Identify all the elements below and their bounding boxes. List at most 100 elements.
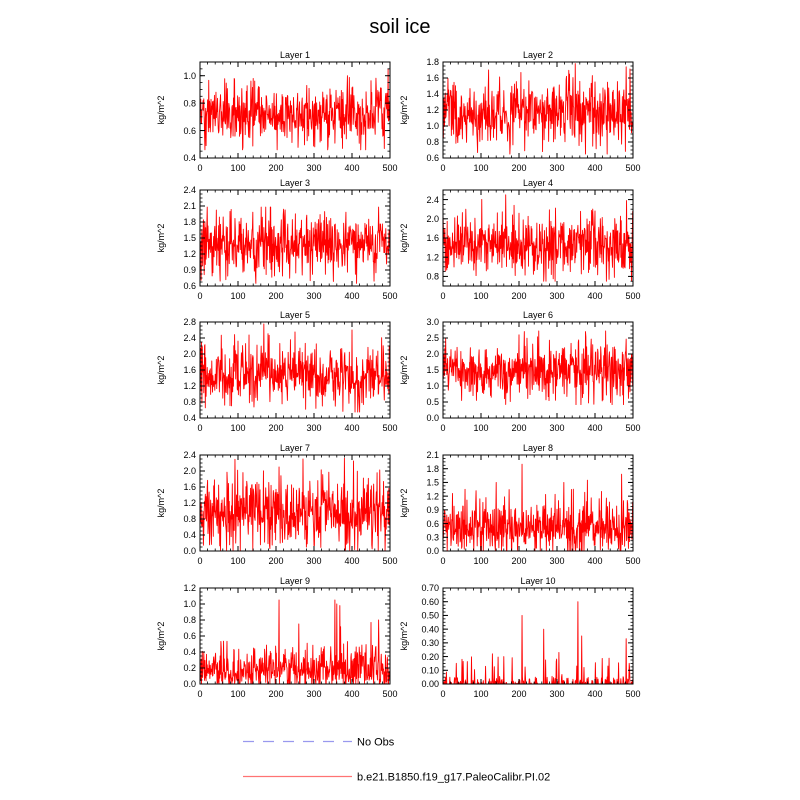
layer-4-xtick-label: 200 (511, 291, 526, 301)
layer-7-ylabel: kg/m^2 (156, 489, 166, 518)
layer-4-ytick-label: 1.6 (426, 233, 439, 243)
layer-1-panel: Layer 1 kg/m^2 0 100 200 300 400 500 0.4 0.6 0.8 1.… (156, 50, 398, 173)
layer-8-ytick-label: 1.2 (426, 491, 439, 501)
layer-3-ytick-label: 0.6 (183, 281, 196, 291)
layer-9-ytick-label: 1.2 (183, 583, 196, 593)
layer-6-panel: Layer 6 kg/m^2 0 100 200 300 400 500 0.0 0.5 1.0 1.… (399, 310, 641, 433)
layer-6-ytick-label: 2.5 (426, 333, 439, 343)
layer-3-ytick-label: 1.5 (183, 233, 196, 243)
layer-6-ytick-label: 1.5 (426, 365, 439, 375)
layer-5-xtick-label: 300 (306, 423, 321, 433)
layer-7-series-line (199, 457, 391, 551)
layer-7-xtick-label: 500 (382, 556, 397, 566)
layer-6-xtick-label: 400 (587, 423, 602, 433)
layer-5-ytick-label: 1.2 (183, 381, 196, 391)
layer-2-ytick-label: 1.6 (426, 73, 439, 83)
layer-3-ytick-label: 2.4 (183, 185, 196, 195)
layer-2-xtick-label: 300 (549, 163, 564, 173)
layer-9-ytick-label: 0.6 (183, 631, 196, 641)
layer-7-ytick-label: 1.6 (183, 482, 196, 492)
layer-4-ylabel: kg/m^2 (399, 224, 409, 253)
layer-3-ytick-label: 2.1 (183, 201, 196, 211)
layer-8-ytick-label: 0.6 (426, 519, 439, 529)
layer-1-xtick-label: 100 (230, 163, 245, 173)
legend: No Obs b.e21.B1850.f19_g17.PaleoCalibr.P… (243, 737, 550, 784)
layer-2-series-line (442, 63, 634, 155)
layer-6-ytick-label: 0.0 (426, 413, 439, 423)
layer-10-ytick-label: 0.00 (421, 679, 439, 689)
layer-3-ytick-label: 1.2 (183, 249, 196, 259)
layer-5-ytick-label: 0.4 (183, 413, 196, 423)
layer-3-series-line (199, 206, 391, 284)
panel-grid: Layer 1 kg/m^2 0 100 200 300 400 500 0.4 0.6 0.8 1.… (156, 50, 641, 699)
layer-7-ytick-label: 0.0 (183, 546, 196, 556)
layer-2-xtick-label: 100 (473, 163, 488, 173)
layer-5-ytick-label: 1.6 (183, 365, 196, 375)
layer-10-ylabel: kg/m^2 (399, 622, 409, 651)
layer-10-title: Layer 10 (520, 576, 555, 586)
layer-8-title: Layer 8 (523, 443, 553, 453)
layer-3-xtick-label: 500 (382, 291, 397, 301)
layer-2-ytick-label: 0.8 (426, 137, 439, 147)
layer-4-panel: Layer 4 kg/m^2 0 100 200 300 400 500 0.8 1.2 1.6 2.… (399, 178, 641, 301)
layer-10-series-line (442, 601, 634, 685)
layer-9-ytick-label: 1.0 (183, 599, 196, 609)
layer-5-panel: Layer 5 kg/m^2 0 100 200 300 400 500 0.4 0.8 1.2 1.… (156, 310, 398, 433)
layer-10-ytick-label: 0.30 (421, 638, 439, 648)
layer-4-ytick-label: 2.0 (426, 214, 439, 224)
layer-10-xtick-label: 400 (587, 689, 602, 699)
layer-9-xtick-label: 200 (268, 689, 283, 699)
layer-10-ytick-label: 0.70 (421, 583, 439, 593)
layer-8-ytick-label: 1.8 (426, 464, 439, 474)
layer-1-xtick-label: 0 (197, 163, 202, 173)
layer-2-xtick-label: 500 (625, 163, 640, 173)
layer-5-ytick-label: 2.0 (183, 349, 196, 359)
layer-8-xtick-label: 300 (549, 556, 564, 566)
layer-7-title: Layer 7 (280, 443, 310, 453)
layer-1-ytick-label: 0.4 (183, 153, 196, 163)
layer-3-xtick-label: 0 (197, 291, 202, 301)
layer-4-xtick-label: 300 (549, 291, 564, 301)
layer-6-xtick-label: 200 (511, 423, 526, 433)
layer-2-panel: Layer 2 kg/m^2 0 100 200 300 400 500 0.6 0.8 1.0 1.… (399, 50, 641, 173)
layer-8-series-line (442, 463, 634, 552)
layer-3-xtick-label: 200 (268, 291, 283, 301)
legend-obs-label: No Obs (357, 737, 395, 749)
legend-model-label: b.e21.B1850.f19_g17.PaleoCalibr.PI.02 (357, 772, 550, 784)
layer-6-ylabel: kg/m^2 (399, 356, 409, 385)
layer-1-xtick-label: 300 (306, 163, 321, 173)
layer-8-ytick-label: 0.0 (426, 546, 439, 556)
layer-4-ytick-label: 2.4 (426, 195, 439, 205)
layer-8-ytick-label: 1.5 (426, 478, 439, 488)
layer-10-xtick-label: 100 (473, 689, 488, 699)
layer-3-xtick-label: 300 (306, 291, 321, 301)
layer-5-xtick-label: 400 (344, 423, 359, 433)
layer-2-ytick-label: 1.8 (426, 57, 439, 67)
layer-4-xtick-label: 400 (587, 291, 602, 301)
layer-4-ytick-label: 0.8 (426, 272, 439, 282)
layer-9-ylabel: kg/m^2 (156, 622, 166, 651)
layer-5-xtick-label: 100 (230, 423, 245, 433)
layer-9-xtick-label: 400 (344, 689, 359, 699)
layer-6-xtick-label: 100 (473, 423, 488, 433)
layer-10-ytick-label: 0.10 (421, 665, 439, 675)
layer-9-xtick-label: 500 (382, 689, 397, 699)
layer-8-xtick-label: 0 (440, 556, 445, 566)
layer-6-title: Layer 6 (523, 310, 553, 320)
layer-1-ylabel: kg/m^2 (156, 96, 166, 125)
layer-10-ytick-label: 0.20 (421, 652, 439, 662)
layer-5-title: Layer 5 (280, 310, 310, 320)
layer-5-xtick-label: 0 (197, 423, 202, 433)
layer-5-series-line (199, 323, 391, 413)
layer-7-ytick-label: 0.4 (183, 530, 196, 540)
layer-2-ytick-label: 0.6 (426, 153, 439, 163)
layer-1-title: Layer 1 (280, 50, 310, 60)
layer-1-xtick-label: 500 (382, 163, 397, 173)
layer-5-ytick-label: 2.8 (183, 317, 196, 327)
layer-1-xtick-label: 200 (268, 163, 283, 173)
layer-1-ytick-label: 0.6 (183, 126, 196, 136)
layer-9-series-line (199, 599, 391, 685)
layer-10-xtick-label: 0 (440, 689, 445, 699)
layer-6-ytick-label: 1.0 (426, 381, 439, 391)
layer-1-series-line (199, 68, 391, 151)
